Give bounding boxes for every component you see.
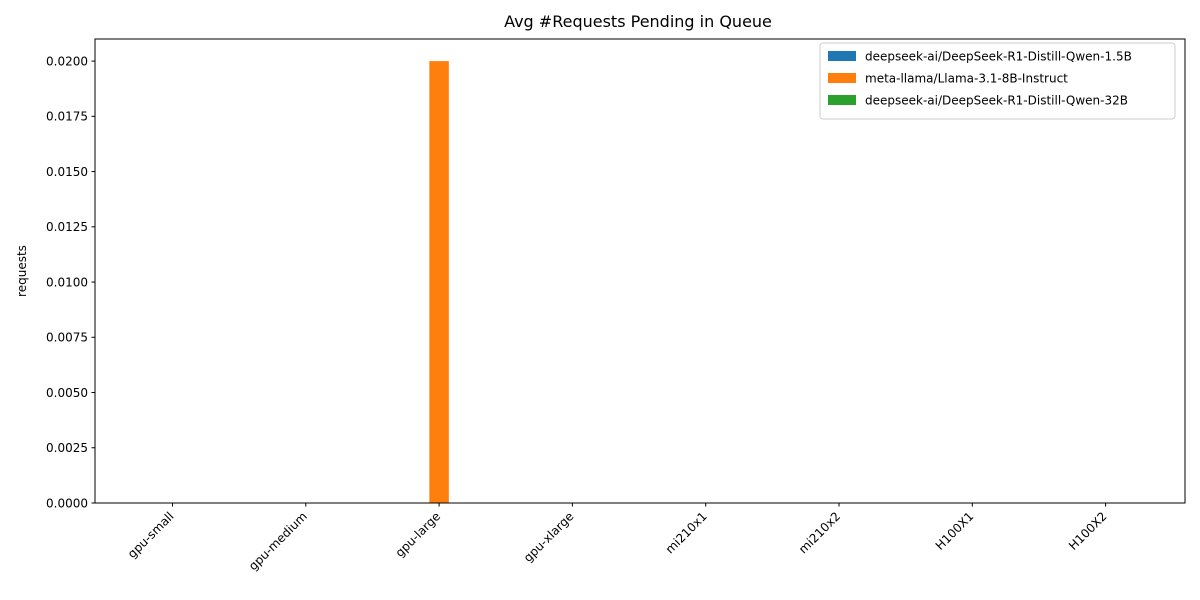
x-tick-label: mi210x1 [663,509,710,556]
legend: deepseek-ai/DeepSeek-R1-Distill-Qwen-1.5… [819,42,1176,120]
legend-entry-label: deepseek-ai/DeepSeek-R1-Distill-Qwen-32B [865,94,1128,108]
legend-swatch [828,73,856,83]
y-tick-label: 0.0150 [46,165,88,179]
y-tick-label: 0.0000 [46,496,88,510]
x-tick-label: gpu-small [125,509,177,561]
x-tick-label: gpu-large [393,509,444,560]
x-tick-label: H100X1 [933,509,977,553]
y-tick-label: 0.0175 [46,110,88,124]
y-axis-ticks: 0.0000 0.0025 0.0050 0.0075 0.0100 0.0125 0.01… [46,54,95,510]
legend-swatch [828,51,856,61]
x-tick-label: mi210x2 [796,509,843,556]
y-axis-label: requests [15,245,29,297]
x-tick-label: gpu-medium [246,509,310,573]
y-tick-label: 0.0100 [46,275,88,289]
chart-title: Avg #Requests Pending in Queue [504,12,772,31]
y-tick-label: 0.0125 [46,220,88,234]
plot-frame [94,38,1186,504]
legend-swatch [828,95,856,105]
legend-entry-label: deepseek-ai/DeepSeek-R1-Distill-Qwen-1.5… [865,50,1132,64]
legend-entry-label: meta-llama/Llama-3.1-8B-Instruct [865,72,1068,86]
y-tick-label: 0.0200 [46,54,88,68]
y-tick-label: 0.0025 [46,441,88,455]
x-tick-label: H100X2 [1066,509,1110,553]
y-tick-label: 0.0050 [46,386,88,400]
bar-gpu-large-series-1 [429,61,449,503]
bars-group [429,61,449,503]
y-tick-label: 0.0075 [46,331,88,345]
x-tick-label: gpu-xlarge [521,509,577,565]
x-axis-ticks: gpu-small gpu-medium gpu-large gpu-xlarge mi… [125,503,1110,573]
legend-box [819,42,1176,120]
